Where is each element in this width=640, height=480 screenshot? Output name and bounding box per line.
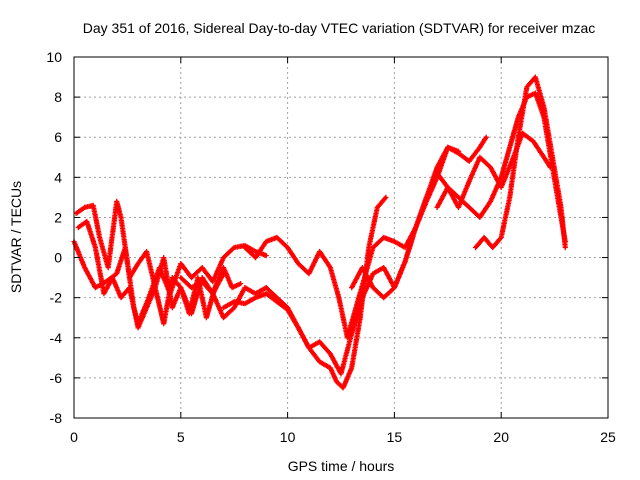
- series-satellite-track-3: [75, 218, 244, 331]
- x-tick-label: 0: [70, 429, 78, 445]
- y-tick-label: 0: [54, 250, 62, 266]
- data-point-marker: [238, 281, 244, 287]
- data-point-marker: [483, 134, 489, 140]
- ticks: [73, 56, 609, 419]
- data-point-marker: [263, 253, 269, 259]
- y-axis-title: SDTVAR / TECUs: [8, 181, 24, 293]
- y-tick-label: 6: [54, 129, 62, 145]
- x-tick-label: 25: [600, 429, 616, 445]
- chart-title: Day 351 of 2016, Sidereal Day-to-day VTE…: [83, 20, 596, 36]
- y-tick-label: 4: [54, 169, 62, 185]
- x-axis-title: GPS time / hours: [288, 458, 395, 474]
- series-satellite-track-6: [242, 134, 489, 341]
- y-tick-labels: -8 -6 -4 -2 0 2 4 6 8 10: [46, 49, 62, 426]
- y-tick-label: -2: [50, 290, 63, 306]
- y-tick-label: -4: [50, 330, 63, 346]
- plot-frame: [73, 56, 609, 419]
- y-tick-label: -8: [50, 410, 63, 426]
- series-satellite-track-7: [349, 130, 553, 301]
- x-tick-label: 15: [387, 429, 403, 445]
- series-satellite-track-9: [434, 90, 568, 245]
- x-tick-label: 5: [177, 429, 185, 445]
- y-tick-label: 10: [46, 49, 62, 65]
- data-point-marker: [562, 244, 568, 251]
- y-tick-label: 2: [54, 209, 62, 225]
- x-tick-label: 20: [493, 429, 509, 445]
- y-tick-label: 8: [54, 89, 62, 105]
- y-tick-label: -6: [50, 370, 63, 386]
- series-layer: [71, 74, 568, 391]
- data-point-marker: [383, 194, 389, 200]
- data-point-marker: [562, 238, 568, 245]
- x-tick-labels: 0 5 10 15 20 25: [70, 429, 616, 445]
- x-tick-label: 10: [280, 429, 296, 445]
